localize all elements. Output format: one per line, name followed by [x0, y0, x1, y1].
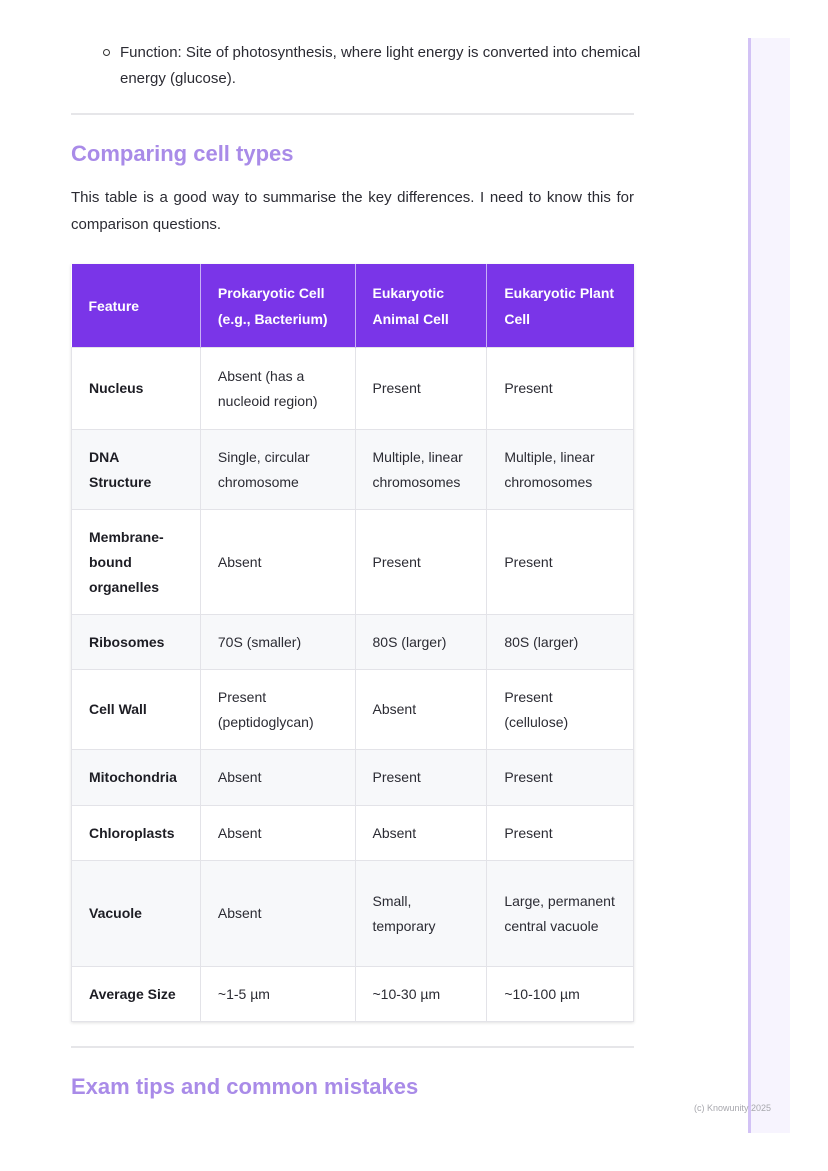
sidebar-panel [751, 38, 790, 1133]
section-heading: Exam tips and common mistakes [71, 1074, 419, 1099]
table-row: DNA Structure Single, circular chromosome… [71, 429, 634, 510]
table-row: Chloroplasts Absent Absent Present [71, 805, 634, 861]
table-cell: Present [486, 749, 634, 806]
table-header-row: Feature Prokaryotic Cell (e.g., Bacterium… [71, 264, 634, 348]
table-row: Mitochondria Absent Present Present [71, 749, 634, 806]
divider [71, 1046, 634, 1048]
table-cell: Multiple, linear chromosomes [486, 429, 634, 510]
table-cell: Present (cellulose) [486, 669, 634, 750]
table-cell: ~10-100 µm [486, 966, 634, 1022]
table-cell: Absent [199, 749, 356, 806]
column-header: Feature [71, 264, 201, 348]
feature-cell: Nucleus [71, 347, 201, 430]
section-heading: Comparing cell types [71, 141, 294, 166]
table-row: Cell Wall Present (peptidoglycan) Absent Pr… [71, 669, 634, 750]
table-row: Vacuole Absent Small, temporary Large, perm… [71, 860, 634, 967]
section-intro: This table is a good way to summarise th… [71, 189, 634, 233]
divider [71, 113, 634, 115]
feature-cell: DNA Structure [71, 429, 201, 510]
table-cell: Absent [199, 860, 356, 967]
table-cell: Absent (has a nucleoid region) [199, 347, 356, 430]
table-cell: Single, circular chromosome [199, 429, 356, 510]
table-cell: Present [486, 347, 634, 430]
table-cell: Present [486, 509, 634, 615]
feature-cell: Membrane-bound organelles [71, 509, 201, 615]
table-row: Average Size ~1-5 µm ~10-30 µm ~10-100 µm [71, 966, 634, 1022]
table-cell: ~10-30 µm [354, 966, 488, 1022]
table-cell: Small, temporary [354, 860, 488, 967]
feature-cell: Mitochondria [71, 749, 201, 806]
table-cell: Absent [199, 509, 356, 615]
table-cell: ~1-5 µm [199, 966, 356, 1022]
table-cell: Present [354, 347, 488, 430]
table-row: Membrane-bound organelles Absent Present Pr… [71, 509, 634, 615]
table-row: Nucleus Absent (has a nucleoid region) Pre… [71, 347, 634, 430]
table-cell: Absent [354, 669, 488, 750]
table-cell: Present [354, 749, 488, 806]
column-header: Prokaryotic Cell (e.g., Bacterium) [200, 264, 356, 348]
table-cell: Large, permanent central vacuole [486, 860, 634, 967]
table-cell: Absent [199, 805, 356, 861]
feature-cell: Chloroplasts [71, 805, 201, 861]
bullet-item: Function: Site of photosynthesis, where … [103, 40, 643, 92]
table-cell: Present [486, 805, 634, 861]
column-header: Eukaryotic Plant Cell [486, 264, 634, 348]
table-cell: 80S (larger) [486, 614, 634, 670]
table-cell: Present [354, 509, 488, 615]
copyright-footer: (c) Knowunity 2025 [694, 1103, 772, 1113]
table-cell: Multiple, linear chromosomes [354, 429, 488, 510]
table-cell: 80S (larger) [354, 614, 488, 670]
table-cell: 70S (smaller) [199, 614, 356, 670]
bullet-text: Function: Site of photosynthesis, where … [120, 44, 641, 87]
feature-cell: Ribosomes [71, 614, 201, 670]
column-header: Eukaryotic Animal Cell [355, 264, 488, 348]
table-cell: Absent [354, 805, 488, 861]
table-cell: Present (peptidoglycan) [199, 669, 356, 750]
table-row: Ribosomes 70S (smaller) 80S (larger) 80S (l… [71, 614, 634, 670]
feature-cell: Cell Wall [71, 669, 201, 750]
comparison-table: Feature Prokaryotic Cell (e.g., Bacterium… [71, 264, 634, 1022]
feature-cell: Vacuole [71, 860, 201, 967]
bullet-circle-icon [103, 49, 110, 56]
feature-cell: Average Size [71, 966, 201, 1022]
sidebar-accent-line [748, 38, 751, 1133]
